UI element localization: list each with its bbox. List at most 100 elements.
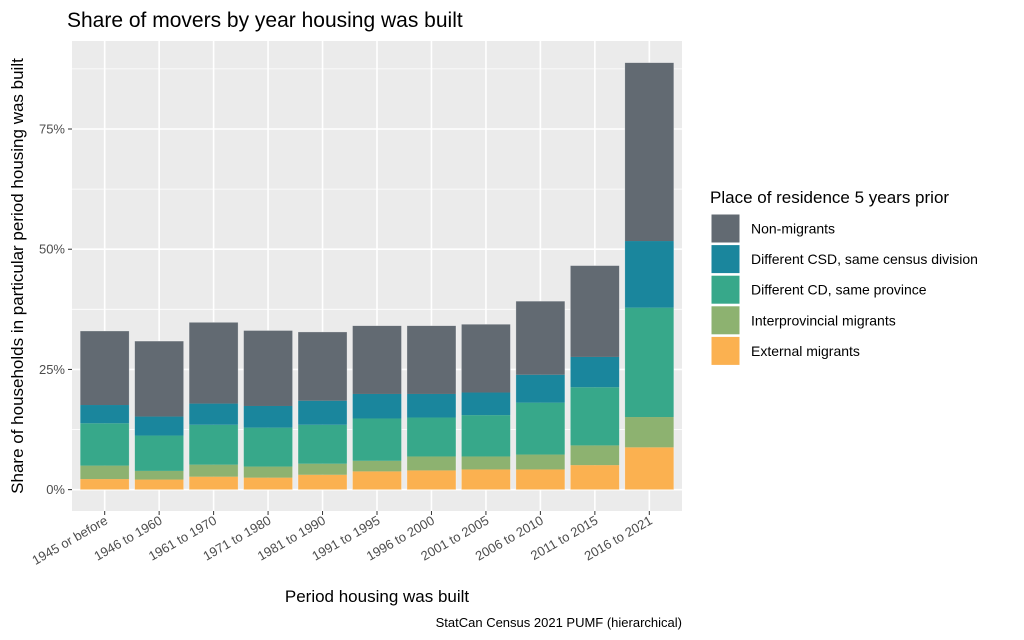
- legend: Place of residence 5 years prior Non-mig…: [710, 188, 978, 366]
- legend-key: [710, 335, 741, 366]
- bar-stack: [515, 300, 566, 490]
- bar-segment-external-migrants: [406, 470, 456, 490]
- y-tick-label: 25%: [39, 362, 65, 377]
- legend-title: Place of residence 5 years prior: [710, 188, 949, 207]
- legend-item: Non-migrants: [710, 213, 835, 244]
- bar-segment-different-cd-same-province: [243, 427, 293, 467]
- bar-segment-interprovincial-migrants: [624, 417, 674, 448]
- bar-segment-non-migrants: [624, 62, 674, 242]
- bar-segment-different-cd-same-province: [352, 418, 402, 461]
- caption: StatCan Census 2021 PUMF (hierarchical): [436, 615, 682, 630]
- bar-stack: [79, 330, 130, 490]
- bar-segment-interprovincial-migrants: [80, 465, 130, 480]
- bar-segment-different-csd-same-census-division: [515, 374, 565, 403]
- legend-label: Different CD, same province: [751, 282, 927, 298]
- bar-segment-different-cd-same-province: [406, 417, 456, 457]
- bar-outline: [243, 330, 293, 490]
- bar-segment-interprovincial-migrants: [189, 464, 239, 477]
- bar-outline: [188, 322, 239, 490]
- legend-key: [710, 305, 741, 336]
- bar-segment-interprovincial-migrants: [406, 456, 456, 471]
- bar-segment-non-migrants: [406, 325, 456, 394]
- bar-segment-interprovincial-migrants: [134, 470, 184, 480]
- bar-stack: [570, 265, 620, 490]
- bar-segment-non-migrants: [134, 341, 184, 417]
- bar-segment-external-migrants: [624, 447, 674, 490]
- bar-segment-non-migrants: [570, 265, 620, 357]
- bar-segment-different-csd-same-census-division: [461, 392, 511, 416]
- bar-segment-non-migrants: [243, 330, 293, 406]
- bar-segment-different-cd-same-province: [189, 424, 239, 465]
- bar-segment-external-migrants: [461, 469, 511, 490]
- bar-outline: [570, 265, 620, 490]
- y-tick-label: 0%: [46, 482, 65, 497]
- bar-segment-different-csd-same-census-division: [298, 400, 348, 425]
- bar-segment-external-migrants: [134, 479, 184, 490]
- bar-segment-interprovincial-migrants: [461, 456, 511, 470]
- bar-segment-different-csd-same-census-division: [570, 356, 620, 388]
- bar-outline: [515, 300, 566, 490]
- bar-segment-non-migrants: [515, 301, 565, 375]
- bar-stack: [134, 340, 184, 490]
- bar-segment-different-csd-same-census-division: [406, 393, 456, 418]
- bar-segment-external-migrants: [243, 477, 293, 490]
- bar-segment-interprovincial-migrants: [243, 466, 293, 478]
- legend-item: Interprovincial migrants: [710, 305, 896, 336]
- bar-segment-different-cd-same-province: [134, 435, 184, 471]
- bar-segment-different-cd-same-province: [570, 387, 620, 446]
- bar-stack: [352, 325, 402, 490]
- legend-label: External migrants: [751, 343, 860, 359]
- bar-segment-non-migrants: [80, 330, 130, 406]
- legend-label: Non-migrants: [751, 221, 835, 237]
- bar-segment-different-csd-same-census-division: [243, 405, 293, 428]
- bar-outline: [134, 340, 184, 490]
- legend-item: External migrants: [710, 335, 860, 366]
- bar-segment-different-cd-same-province: [298, 424, 348, 464]
- bars: [79, 62, 675, 490]
- bar-outline: [352, 325, 402, 490]
- bar-segment-different-csd-same-census-division: [189, 403, 239, 425]
- bar-segment-different-cd-same-province: [80, 423, 130, 466]
- bar-segment-external-migrants: [570, 465, 620, 490]
- y-tick-label: 75%: [39, 121, 65, 136]
- bar-segment-different-cd-same-province: [515, 402, 565, 455]
- bar-outline: [624, 62, 675, 490]
- chart-title: Share of movers by year housing was buil…: [67, 9, 463, 32]
- bar-segment-non-migrants: [189, 322, 239, 404]
- bar-segment-external-migrants: [189, 476, 239, 490]
- bar-segment-different-csd-same-census-division: [624, 241, 674, 308]
- y-axis-title: Share of households in particular period…: [8, 58, 27, 494]
- bar-segment-non-migrants: [352, 325, 402, 394]
- bar-stack: [243, 330, 293, 490]
- bar-segment-different-csd-same-census-division: [134, 416, 184, 436]
- bar-outline: [461, 323, 511, 490]
- bar-segment-interprovincial-migrants: [515, 454, 565, 470]
- legend-item: Different CSD, same census division: [710, 244, 978, 275]
- legend-key: [710, 213, 741, 244]
- bar-segment-external-migrants: [515, 469, 565, 490]
- bar-stack: [297, 331, 348, 490]
- bar-segment-different-csd-same-census-division: [80, 405, 130, 424]
- bar-segment-external-migrants: [80, 479, 130, 490]
- bar-segment-interprovincial-migrants: [570, 445, 620, 466]
- bar-stack: [406, 325, 457, 490]
- legend-key: [710, 274, 741, 305]
- bar-outline: [406, 325, 457, 490]
- bar-segment-different-cd-same-province: [624, 307, 674, 418]
- y-tick-label: 50%: [39, 242, 65, 257]
- bar-segment-different-cd-same-province: [461, 415, 511, 457]
- legend-key: [710, 244, 741, 275]
- bar-outline: [297, 331, 348, 490]
- bar-stack: [624, 62, 675, 490]
- bar-segment-non-migrants: [298, 331, 348, 401]
- bar-stack: [188, 322, 239, 490]
- bar-segment-external-migrants: [352, 471, 402, 490]
- bar-outline: [79, 330, 130, 490]
- x-axis-title: Period housing was built: [285, 587, 470, 606]
- bar-segment-interprovincial-migrants: [352, 460, 402, 472]
- legend-label: Interprovincial migrants: [751, 312, 896, 328]
- bar-segment-external-migrants: [298, 474, 348, 490]
- bar-segment-different-csd-same-census-division: [352, 393, 402, 419]
